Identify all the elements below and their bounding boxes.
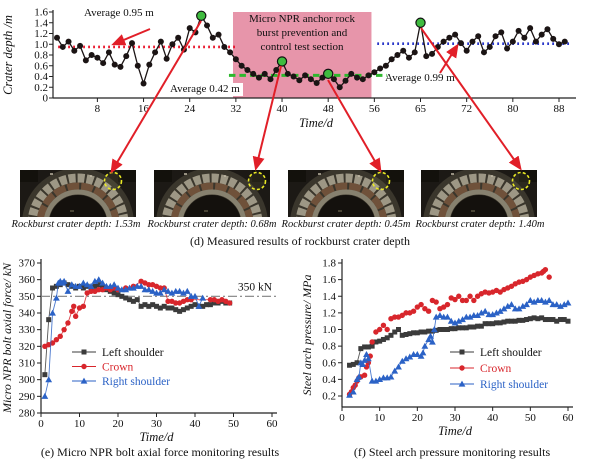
svg-text:1.2: 1.2 (34, 28, 48, 40)
test-section-label: Micro NPR anchor rock burst prevention a… (232, 13, 372, 54)
svg-text:60: 60 (563, 412, 575, 424)
svg-text:0.2: 0.2 (322, 391, 336, 403)
photo-caption-3: Rockburst crater depth: 0.45m (281, 219, 411, 230)
svg-text:24: 24 (184, 103, 196, 115)
svg-text:72: 72 (461, 103, 472, 115)
svg-text:300: 300 (19, 374, 36, 386)
svg-text:Crater depth /m: Crater depth /m (1, 15, 15, 95)
svg-text:310: 310 (19, 358, 36, 370)
svg-text:Left shoulder: Left shoulder (102, 347, 164, 359)
svg-text:1.0: 1.0 (322, 324, 336, 336)
svg-text:50: 50 (228, 418, 240, 430)
svg-text:280: 280 (19, 408, 36, 420)
svg-text:360: 360 (19, 274, 36, 286)
svg-text:0: 0 (38, 418, 44, 430)
average-042-label: Average 0.42 m (167, 83, 243, 96)
bolt-axial-force-chart: 280 290 300 310 320 330 340 350 360 370 0 10 20 30 40 5… (0, 258, 279, 445)
svg-text:30: 30 (450, 412, 462, 424)
svg-text:0.6: 0.6 (34, 60, 48, 72)
svg-text:40: 40 (487, 412, 499, 424)
svg-text:1.6: 1.6 (34, 7, 48, 19)
svg-text:10: 10 (74, 418, 86, 430)
svg-text:340: 340 (19, 308, 36, 320)
svg-text:370: 370 (19, 258, 36, 270)
svg-text:Time/d: Time/d (438, 424, 473, 438)
svg-text:10: 10 (374, 412, 386, 424)
panel-d-caption: (d) Measured results of rockburst crater… (190, 234, 410, 248)
svg-text:Time/d: Time/d (299, 116, 334, 130)
svg-text:1.0: 1.0 (34, 39, 48, 51)
svg-text:30: 30 (151, 418, 163, 430)
svg-text:Steel arch pressure/ MPa: Steel arch pressure/ MPa (300, 275, 314, 396)
panel-f-caption: (f) Steel arch pressure monitoring resul… (353, 445, 551, 459)
test-section-label-line2: burst prevention and (256, 26, 348, 39)
svg-text:8: 8 (95, 103, 101, 115)
svg-text:350: 350 (19, 291, 36, 303)
svg-text:Left shoulder: Left shoulder (480, 347, 542, 359)
svg-text:1.2: 1.2 (322, 307, 336, 319)
svg-text:80: 80 (507, 103, 519, 115)
svg-text:1.6: 1.6 (322, 274, 336, 286)
svg-text:320: 320 (19, 341, 36, 353)
svg-text:60: 60 (267, 418, 279, 430)
svg-text:88: 88 (553, 103, 565, 115)
svg-text:0.4: 0.4 (34, 71, 48, 83)
svg-text:48: 48 (323, 103, 335, 115)
svg-text:50: 50 (525, 412, 537, 424)
svg-text:0.6: 0.6 (322, 357, 336, 369)
svg-text:20: 20 (113, 418, 125, 430)
photo-caption-2: Rockburst crater depth: 0.68m (147, 219, 277, 230)
svg-text:65: 65 (415, 103, 427, 115)
test-section-label-line3: control test section (260, 40, 344, 53)
svg-text:Time/d: Time/d (139, 430, 174, 444)
svg-text:0.8: 0.8 (34, 50, 48, 62)
svg-text:Micro NPR bolt axial force/ kN: Micro NPR bolt axial force/ kN (0, 262, 14, 414)
svg-text:0.8: 0.8 (322, 341, 336, 353)
svg-text:1.8: 1.8 (322, 258, 336, 270)
svg-text:56: 56 (369, 103, 381, 115)
svg-text:0: 0 (339, 412, 345, 424)
average-095-label: Average 0.95 m (84, 7, 154, 19)
svg-text:40: 40 (277, 103, 289, 115)
tunnel-photo-2 (154, 168, 270, 280)
svg-text:0.2: 0.2 (34, 82, 48, 94)
svg-text:32: 32 (230, 103, 241, 115)
svg-text:0.4: 0.4 (322, 374, 336, 386)
svg-text:Right shoulder: Right shoulder (480, 379, 548, 391)
svg-text:Crown: Crown (480, 363, 512, 375)
svg-text:16: 16 (138, 103, 150, 115)
svg-text:Right shoulder: Right shoulder (102, 376, 170, 388)
test-section-label-line1: Micro NPR anchor rock (248, 13, 355, 25)
svg-text:290: 290 (19, 391, 36, 403)
panel-e-caption: (e) Micro NPR bolt axial force monitorin… (40, 445, 280, 459)
svg-text:330: 330 (19, 324, 36, 336)
tunnel-photo-4 (421, 168, 537, 280)
svg-text:350 kN: 350 kN (238, 281, 273, 293)
photo-caption-1: Rockburst crater depth: 1.53m (11, 219, 141, 230)
svg-text:0: 0 (43, 93, 49, 105)
tunnel-photo-1 (20, 168, 136, 280)
svg-text:1.4: 1.4 (322, 291, 336, 303)
svg-text:1.4: 1.4 (34, 17, 48, 29)
svg-text:Crown: Crown (102, 362, 134, 374)
tunnel-photo-3 (288, 168, 404, 280)
steel-arch-pressure-chart: 0.2 0.4 0.6 0.8 1.0 1.2 1.4 1.6 1.8 0 10 20 30 40 50 60… (300, 258, 575, 439)
svg-text:20: 20 (412, 412, 424, 424)
photo-caption-4: Rockburst crater depth: 1.40m (415, 219, 545, 230)
svg-text:40: 40 (190, 418, 202, 430)
average-099-label: Average 0.99 m (385, 72, 455, 84)
